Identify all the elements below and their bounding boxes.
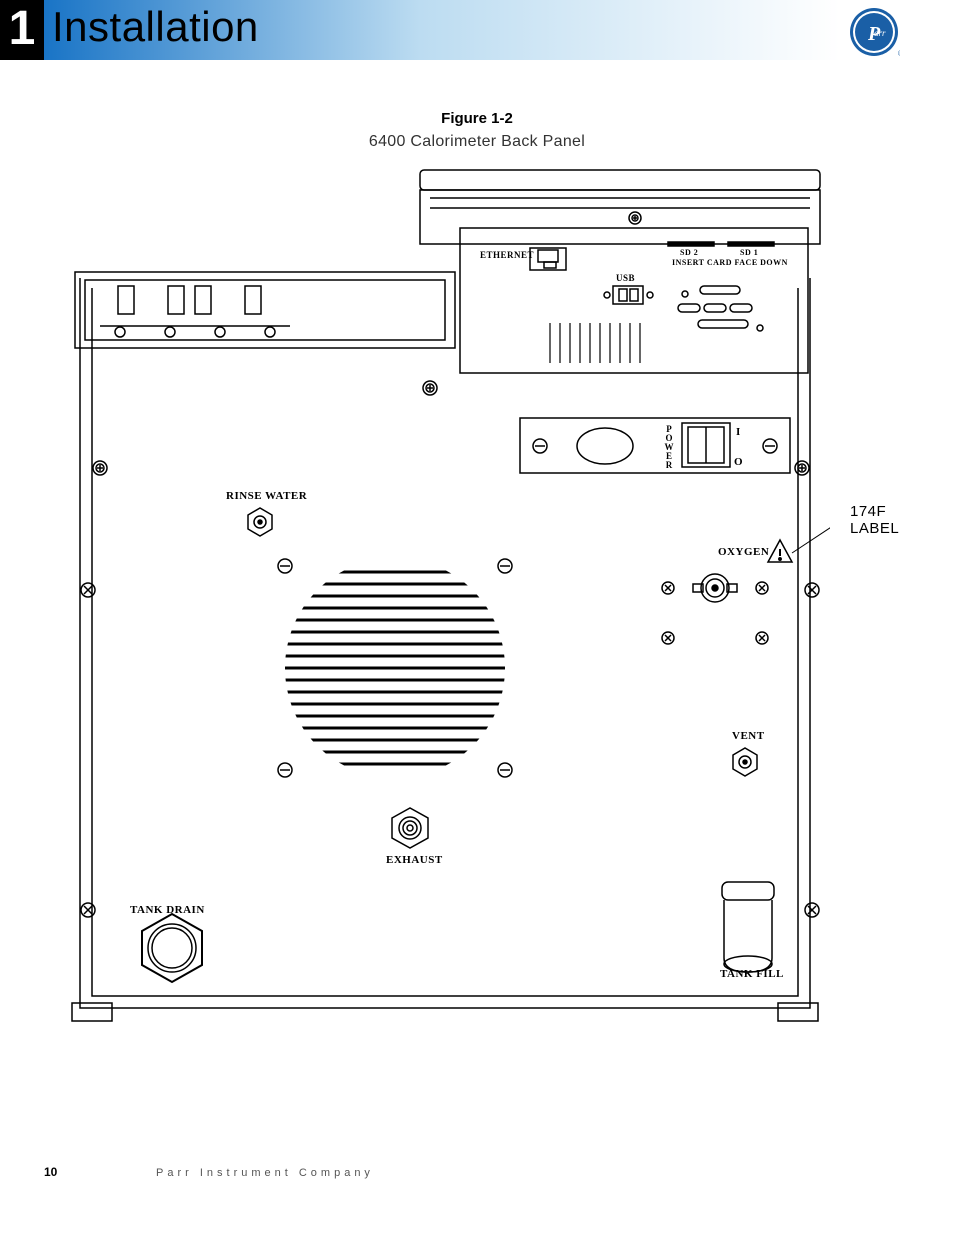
callout-line-2: LABEL xyxy=(850,520,899,537)
chapter-number: 1 xyxy=(0,0,44,60)
svg-text:®: ® xyxy=(898,49,900,58)
label-power: POWER xyxy=(664,424,674,469)
label-ethernet: ETHERNET xyxy=(480,250,534,260)
parr-logo: P arr ® xyxy=(848,6,900,58)
callout-line-1: 174F xyxy=(850,503,886,520)
figure-title: 6400 Calorimeter Back Panel xyxy=(0,133,954,151)
back-panel-diagram: ETHERNET USB SD 2 SD 1 INSERT CARD FACE … xyxy=(60,168,830,1038)
label-oxygen: OXYGEN xyxy=(718,546,769,558)
label-rinse-water: RINSE WATER xyxy=(226,490,307,502)
label-power-off: O xyxy=(734,456,743,468)
label-vent: VENT xyxy=(732,730,765,742)
label-power-on: I xyxy=(736,426,741,438)
label-sd1: SD 1 xyxy=(740,248,758,257)
label-exhaust: EXHAUST xyxy=(386,854,443,866)
label-insert-card: INSERT CARD FACE DOWN xyxy=(672,258,788,267)
label-usb: USB xyxy=(616,273,635,283)
callout-174f: 174F LABEL xyxy=(850,504,899,537)
label-sd2: SD 2 xyxy=(680,248,698,257)
svg-text:arr: arr xyxy=(874,28,886,38)
figure-number: Figure 1-2 xyxy=(0,110,954,127)
figure-caption: Figure 1-2 6400 Calorimeter Back Panel xyxy=(0,110,954,151)
label-tank-drain: TANK DRAIN xyxy=(130,904,205,916)
footer-company: Parr Instrument Company xyxy=(156,1167,374,1179)
page-number: 10 xyxy=(44,1165,57,1179)
chapter-title: Installation xyxy=(52,0,259,60)
label-tank-fill: TANK FILL xyxy=(720,968,784,980)
